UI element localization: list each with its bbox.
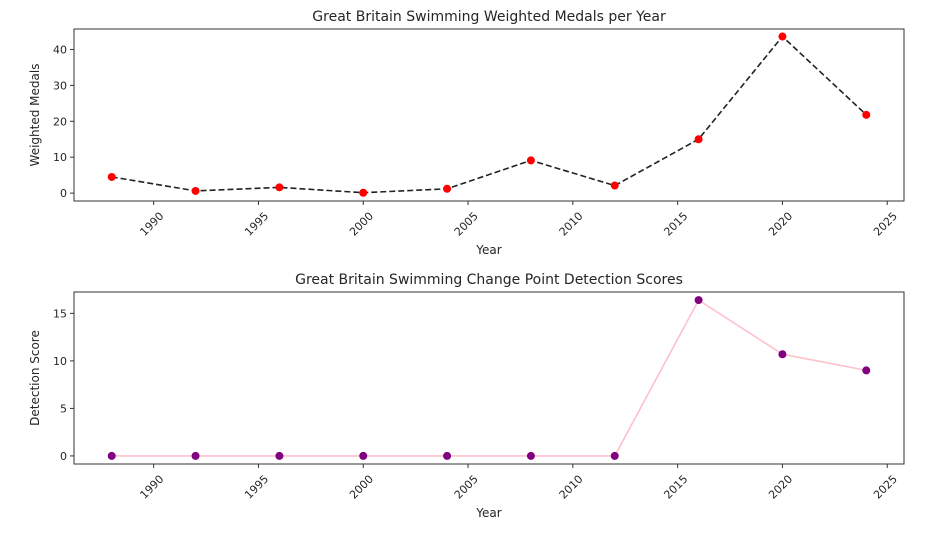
chart-2-title: Great Britain Swimming Change Point Dete… <box>295 272 683 288</box>
chart-2-ytick-label-1: 5 <box>60 402 67 415</box>
chart-1-xtick-label-5: 2015 <box>661 210 690 239</box>
chart-2-data-point-1 <box>191 451 200 460</box>
chart-1-data-point-8 <box>778 32 787 41</box>
chart-2-xtick-label-6: 2020 <box>766 473 795 502</box>
chart-1-ytick-label-4: 40 <box>53 43 67 56</box>
chart-1-data-point-1 <box>191 186 200 195</box>
chart-2-series-line <box>111 298 867 457</box>
chart-2-ytick-label-0: 0 <box>60 450 67 463</box>
chart-2-plot-frame <box>73 291 905 465</box>
chart-2-data-point-7 <box>694 296 703 305</box>
chart-2-data-point-5 <box>526 451 535 460</box>
chart-1-data-point-4 <box>443 184 452 193</box>
chart-1-ytick-label-0: 0 <box>60 187 67 200</box>
chart-2-xtick-label-1: 1995 <box>242 473 271 502</box>
chart-1-data-point-6 <box>610 181 619 190</box>
chart-1-title: Great Britain Swimming Weighted Medals p… <box>312 9 666 25</box>
chart-2-ytick-label-3: 15 <box>53 307 67 320</box>
chart-1-plot-frame <box>73 28 905 202</box>
chart-2-ytick-label-2: 10 <box>53 355 67 368</box>
chart-2-data-point-8 <box>778 350 787 359</box>
chart-2-xtick-label-2: 2000 <box>347 473 376 502</box>
chart-2-data-point-0 <box>107 451 116 460</box>
chart-2-xtick-label-5: 2015 <box>661 473 690 502</box>
chart-2-data-point-9 <box>862 366 871 375</box>
chart-2-xtick-label-4: 2010 <box>557 473 586 502</box>
chart-2-ylabel: Detection Score <box>28 330 42 426</box>
chart-2-data-point-4 <box>443 451 452 460</box>
chart-1-data-point-9 <box>862 110 871 119</box>
chart-2-xlabel: Year <box>475 506 501 520</box>
chart-1-ytick-label-1: 10 <box>53 151 67 164</box>
chart-1-series-line <box>111 35 867 194</box>
chart-2-data-point-3 <box>359 451 368 460</box>
chart-1-xtick-label-2: 2000 <box>347 210 376 239</box>
chart-2-data-point-6 <box>610 451 619 460</box>
chart-1-xtick-label-4: 2010 <box>557 210 586 239</box>
chart-1-xlabel: Year <box>475 243 501 257</box>
chart-1-data-point-7 <box>694 135 703 144</box>
chart-2-xtick-label-7: 2025 <box>871 473 900 502</box>
chart-1-xtick-label-0: 1990 <box>137 210 166 239</box>
chart-1-ytick-label-2: 20 <box>53 115 67 128</box>
chart-1-data-point-3 <box>359 188 368 197</box>
chart-1-xtick-label-1: 1995 <box>242 210 271 239</box>
chart-1-data-point-0 <box>107 172 116 181</box>
chart-1-data-point-5 <box>526 156 535 165</box>
chart-2-xtick-label-3: 2005 <box>452 473 481 502</box>
chart-1-ylabel: Weighted Medals <box>28 64 42 167</box>
chart-1-xtick-label-3: 2005 <box>452 210 481 239</box>
chart-1-ytick-label-3: 30 <box>53 79 67 92</box>
chart-1-xtick-label-6: 2020 <box>766 210 795 239</box>
chart-2-xtick-label-0: 1990 <box>137 473 166 502</box>
chart-1-xtick-label-7: 2025 <box>871 210 900 239</box>
chart-2-data-point-2 <box>275 451 284 460</box>
chart-1-data-point-2 <box>275 183 284 192</box>
